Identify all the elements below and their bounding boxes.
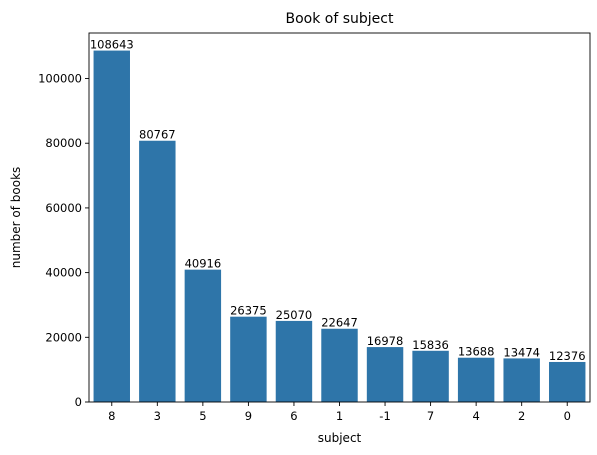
bar-5 [184, 269, 222, 402]
x-tick-label-3: 3 [154, 409, 161, 423]
x-tick-label-8: 8 [108, 409, 115, 423]
data-label-4: 13688 [458, 345, 495, 359]
x-tick-label--1: -1 [379, 409, 390, 423]
chart-title: Book of subject [286, 11, 394, 27]
y-tick-label-100000: 100000 [38, 72, 82, 86]
x-tick-label-7: 7 [427, 409, 434, 423]
plot-frame [88, 32, 591, 403]
x-tick-label-5: 5 [199, 409, 206, 423]
y-ticks-group: 0 20000 40000 60000 80000 100000 [38, 72, 89, 409]
x-tick-label-6: 6 [290, 409, 297, 423]
y-tick-label-60000: 60000 [45, 201, 82, 215]
data-label--1: 16978 [367, 334, 404, 348]
x-tick-label-9: 9 [245, 409, 252, 423]
data-label-3: 80767 [139, 128, 176, 142]
bar-7 [412, 350, 449, 402]
bar--1 [366, 347, 404, 402]
data-label-8: 108643 [90, 38, 134, 52]
x-tick-label-0: 0 [564, 409, 571, 423]
y-axis-label: number of books [9, 167, 23, 269]
data-label-7: 15836 [412, 338, 449, 352]
data-label-9: 26375 [230, 304, 267, 318]
bar-0 [549, 361, 586, 402]
x-tick-label-4: 4 [472, 409, 479, 423]
bar-2 [503, 358, 540, 402]
data-label-1: 22647 [321, 316, 358, 330]
data-label-5: 40916 [185, 257, 222, 271]
data-label-6: 25070 [276, 308, 313, 322]
bars-group [93, 50, 586, 403]
bar-6 [275, 320, 313, 402]
x-axis-label: subject [318, 431, 362, 445]
bar-1 [321, 328, 358, 402]
bar-3 [139, 140, 176, 402]
data-label-2: 13474 [503, 345, 540, 359]
y-tick-label-0: 0 [75, 395, 82, 409]
x-tick-label-1: 1 [336, 409, 343, 423]
bar-4 [457, 357, 495, 402]
data-label-0: 12376 [549, 349, 586, 363]
bar-8 [93, 50, 130, 403]
y-tick-label-40000: 40000 [45, 266, 82, 280]
y-tick-label-20000: 20000 [45, 330, 82, 344]
y-tick-label-80000: 80000 [45, 136, 82, 150]
x-ticks-group: 8 3 5 9 6 1 -1 7 4 2 0 [108, 402, 571, 423]
bar-9 [230, 316, 267, 402]
x-tick-label-2: 2 [518, 409, 525, 423]
data-labels-group: 108643 80767 40916 26375 25070 22647 16978 1583… [90, 38, 586, 363]
